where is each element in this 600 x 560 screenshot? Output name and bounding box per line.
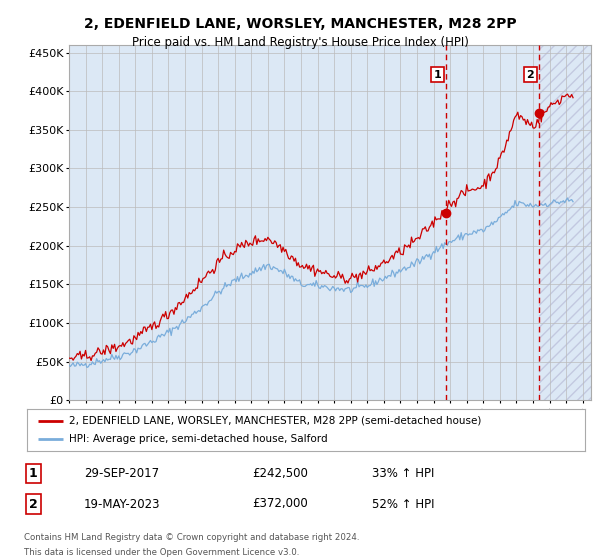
Text: 2: 2 — [29, 497, 37, 511]
Text: 19-MAY-2023: 19-MAY-2023 — [84, 497, 161, 511]
Text: 29-SEP-2017: 29-SEP-2017 — [84, 466, 159, 480]
Text: 2, EDENFIELD LANE, WORSLEY, MANCHESTER, M28 2PP: 2, EDENFIELD LANE, WORSLEY, MANCHESTER, … — [83, 17, 517, 31]
Text: £372,000: £372,000 — [252, 497, 308, 511]
Bar — [446, 45, 539, 400]
Text: Price paid vs. HM Land Registry's House Price Index (HPI): Price paid vs. HM Land Registry's House … — [131, 36, 469, 49]
Text: 33% ↑ HPI: 33% ↑ HPI — [372, 466, 434, 480]
Bar — [539, 45, 591, 400]
Text: Contains HM Land Registry data © Crown copyright and database right 2024.: Contains HM Land Registry data © Crown c… — [24, 533, 359, 542]
Text: 2, EDENFIELD LANE, WORSLEY, MANCHESTER, M28 2PP (semi-detached house): 2, EDENFIELD LANE, WORSLEY, MANCHESTER, … — [69, 416, 481, 426]
Text: HPI: Average price, semi-detached house, Salford: HPI: Average price, semi-detached house,… — [69, 434, 328, 444]
Text: £242,500: £242,500 — [252, 466, 308, 480]
Bar — [539, 45, 591, 400]
Text: This data is licensed under the Open Government Licence v3.0.: This data is licensed under the Open Gov… — [24, 548, 299, 557]
Text: 1: 1 — [433, 69, 441, 80]
Text: 52% ↑ HPI: 52% ↑ HPI — [372, 497, 434, 511]
Text: 1: 1 — [29, 466, 37, 480]
Text: 2: 2 — [527, 69, 535, 80]
